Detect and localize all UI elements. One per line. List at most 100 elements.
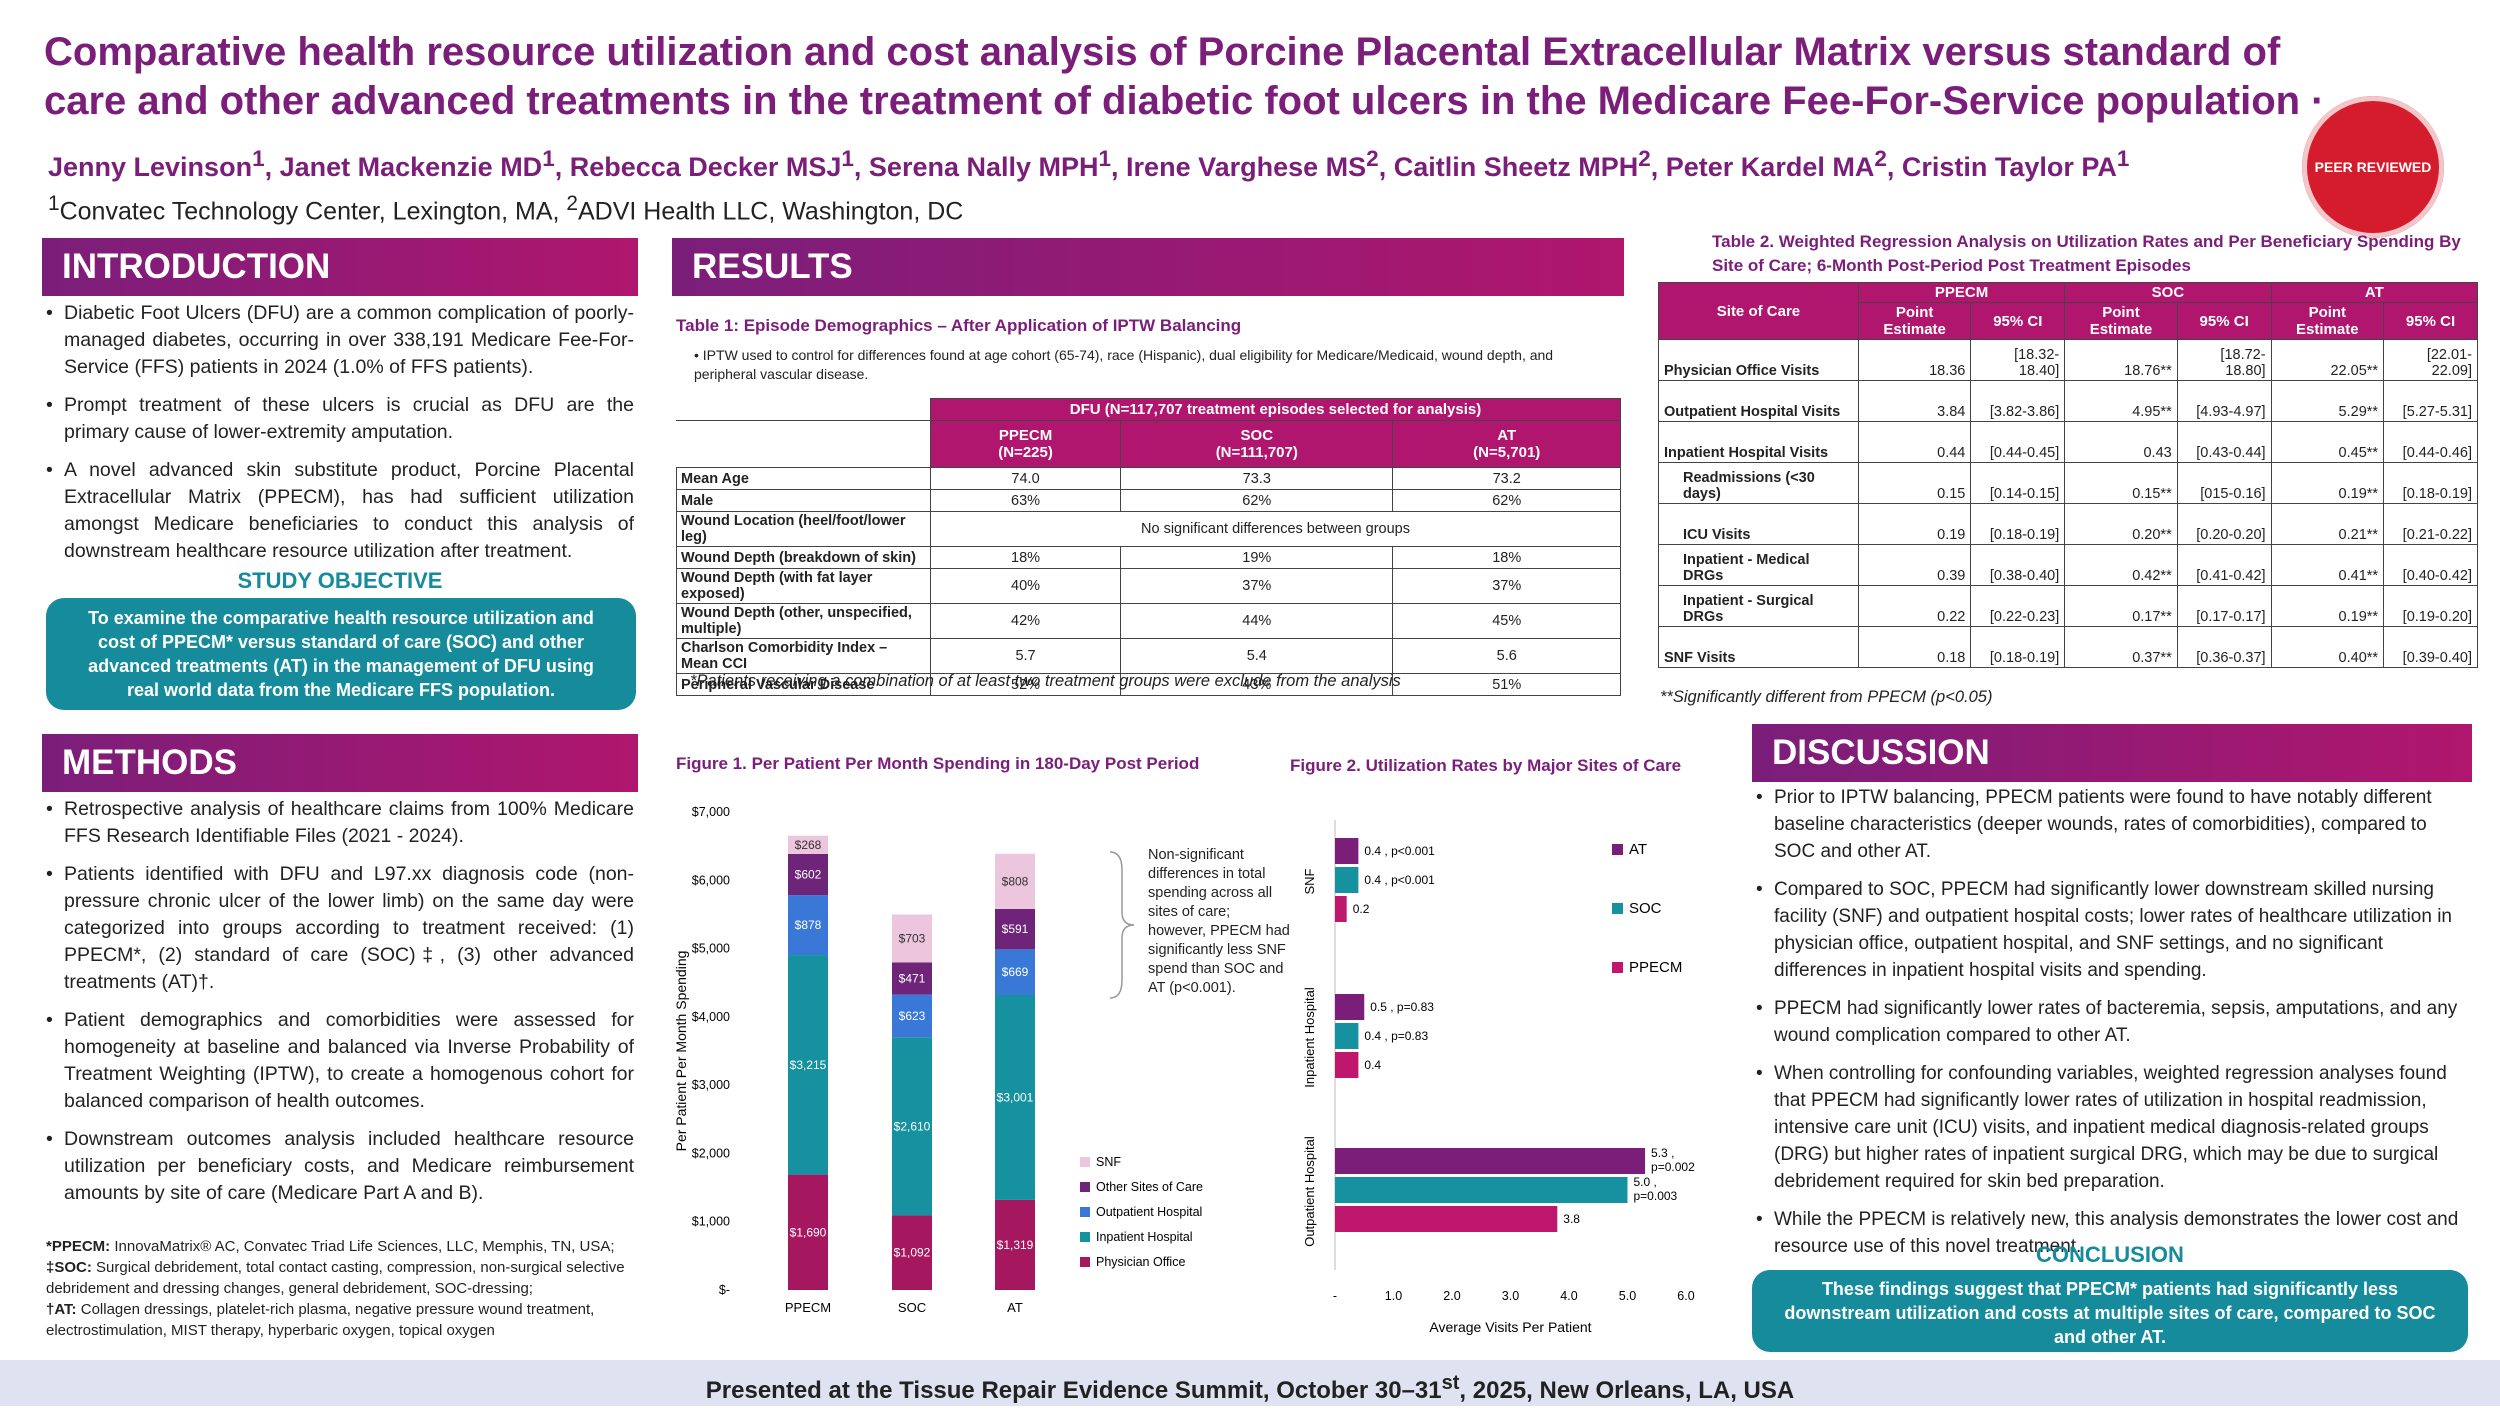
bullet-item: Prior to IPTW balancing, PPECM patients …	[1756, 784, 2472, 865]
introduction-bullets: Diabetic Foot Ulcers (DFU) are a common …	[46, 300, 634, 576]
cell-value: 18%	[929, 546, 1122, 569]
cell-value: 0.18	[1857, 626, 1972, 668]
table-row: Peripheral Vascular Disease 52% 43% 51%	[676, 673, 1621, 696]
data-label: $878	[795, 918, 822, 932]
cell-value: [0.18-0.19]	[2383, 462, 2478, 504]
cell-value: 74.0	[929, 467, 1122, 490]
legend-swatch	[1612, 844, 1623, 855]
data-label: p=0.002	[1651, 1160, 1695, 1174]
row-label: Outpatient Hospital Visits	[1658, 380, 1859, 422]
table1-col-header: PPECM (N=225)	[929, 420, 1122, 468]
y-category-label: Inpatient Hospital	[1302, 987, 1317, 1088]
group-header: AT	[2270, 282, 2479, 303]
cell-value: [0.18-0.19]	[1970, 626, 2066, 668]
cell-value: 0.40**	[2270, 626, 2385, 668]
cell-value: [0.41-0.42]	[2176, 544, 2272, 586]
author-affil-sup: 2	[1874, 146, 1887, 171]
bar-segment	[788, 853, 828, 896]
cell-value: 5.6	[1392, 638, 1621, 674]
group-header: SOC	[2064, 282, 2272, 303]
y-tick-label: $7,000	[692, 805, 730, 819]
cell-value: 18%	[1392, 546, 1621, 569]
bullet-item: Retrospective analysis of healthcare cla…	[46, 796, 634, 850]
cell-value: 18.76**	[2064, 339, 2178, 381]
table-row: ICU Visits 0.19 [0.18-0.19] 0.20** [0.20-0.2…	[1658, 503, 2478, 545]
cell-value: 73.3	[1120, 467, 1394, 490]
y-tick-label: $2,000	[692, 1146, 730, 1160]
figure1-chart: $- $1,000 $2,000 $3,000 $4,000 $5,000 $6,000 $7…	[673, 805, 1203, 1315]
x-tick-label: 6.0	[1677, 1289, 1694, 1303]
cell-value: [0.44-0.45]	[1970, 421, 2066, 463]
y-tick-label: $5,000	[692, 942, 730, 956]
cell-value: 0.17**	[2064, 585, 2178, 627]
definition-text: InnovaMatrix® AC, Convatec Triad Life Sc…	[110, 1238, 615, 1255]
legend-swatch	[1080, 1207, 1090, 1217]
legend-label: PPECM	[1629, 959, 1682, 976]
site-of-care-header: Site of Care	[1658, 282, 1859, 340]
legend-label: AT	[1629, 841, 1647, 858]
x-tick-label: 3.0	[1502, 1289, 1519, 1303]
results-heading: RESULTS	[672, 238, 1624, 296]
bar	[1335, 1023, 1359, 1049]
x-tick-label: 5.0	[1619, 1289, 1636, 1303]
bullet-item: While the PPECM is relatively new, this …	[1756, 1206, 2472, 1260]
methods-heading: METHODS	[42, 734, 638, 792]
table-row: Wound Depth (breakdown of skin) 18% 19% 18%	[676, 546, 1621, 569]
bullet-item: Prompt treatment of these ulcers is cruc…	[46, 392, 634, 446]
y-category-label: Outpatient Hospital	[1302, 1136, 1317, 1247]
data-label: $1,092	[894, 1246, 931, 1260]
table-row: Physician Office Visits 18.36 [18.32-18.40…	[1658, 339, 2478, 381]
data-label: $1,690	[790, 1225, 827, 1239]
annotation-brace	[1109, 851, 1135, 999]
author-name: Rebecca Decker MSJ	[569, 152, 842, 182]
table1-footnote: *Patients receiving a combination of at …	[690, 672, 1401, 690]
cell-value: 0.15	[1857, 462, 1972, 504]
study-objective-heading: STUDY OBJECTIVE	[237, 568, 443, 593]
table-row: Inpatient - Medical DRGs 0.39 [0.38-0.40] 0…	[1658, 544, 2478, 586]
introduction-heading: INTRODUCTION	[42, 238, 638, 296]
definition-item: †AT: Collagen dressings, platelet-rich p…	[46, 1299, 636, 1341]
cell-value: 5.4	[1120, 638, 1394, 674]
cell-value: [0.40-0.42]	[2383, 544, 2478, 586]
x-tick-label: AT	[1007, 1300, 1023, 1315]
cell-value: 0.45**	[2270, 421, 2385, 463]
table-row: Wound Location (heel/foot/lower leg) No s…	[676, 511, 1621, 547]
table-row: Charlson Comorbidity Index – Mean CCI 5.7…	[676, 638, 1621, 674]
data-label: 0.4 , p=0.83	[1364, 1029, 1428, 1043]
legend-label: Inpatient Hospital	[1096, 1230, 1193, 1244]
cell-value: 45%	[1392, 603, 1621, 639]
poster-title: Comparative health resource utilization …	[44, 30, 2325, 123]
bar-segment	[892, 914, 932, 963]
definition-label: †AT:	[46, 1301, 77, 1318]
row-label: Physician Office Visits	[1658, 339, 1859, 381]
x-tick-label: -	[1333, 1289, 1337, 1303]
bar-segment	[892, 994, 932, 1038]
data-label: 0.4 , p<0.001	[1364, 844, 1435, 858]
data-label: $591	[1002, 922, 1029, 936]
table1-title: Table 1: Episode Demographics – After Ap…	[676, 316, 1242, 335]
peer-reviewed-badge: PEER REVIEWED	[2302, 96, 2444, 238]
bullet-item: Patients identified with DFU and L97.xx …	[46, 861, 634, 996]
row-label: Readmissions (<30 days)	[1658, 462, 1859, 504]
data-label: $3,215	[790, 1058, 827, 1072]
cell-value: [3.82-3.86]	[1970, 380, 2066, 422]
cell-value: 62%	[1120, 489, 1394, 512]
author-name: Serena Nally MPH	[868, 152, 1099, 182]
cell-value: [015-0.16]	[2176, 462, 2272, 504]
row-label: Peripheral Vascular Disease	[676, 673, 931, 696]
legend-swatch	[1612, 962, 1623, 973]
treatment-definitions: *PPECM: InnovaMatrix® AC, Convatec Triad…	[46, 1236, 636, 1341]
author-name: Cristin Taylor PA	[1901, 152, 2117, 182]
cell-value: 3.84	[1857, 380, 1972, 422]
bullet-item: PPECM had significantly lower rates of b…	[1756, 995, 2472, 1049]
definition-label: *PPECM:	[46, 1238, 111, 1255]
cell-value: 0.22	[1857, 585, 1972, 627]
y-tick-label: $4,000	[692, 1010, 730, 1024]
cell-value: 0.37**	[2064, 626, 2178, 668]
author-name: Jenny Levinson	[48, 152, 253, 182]
definition-label: ‡SOC:	[46, 1259, 92, 1276]
author-affil-sup: 1	[2116, 146, 2130, 171]
cell-value: [0.36-0.37]	[2176, 626, 2272, 668]
data-label: $623	[899, 1009, 926, 1023]
footer: Presented at the Tissue Repair Evidence …	[0, 1360, 2500, 1406]
